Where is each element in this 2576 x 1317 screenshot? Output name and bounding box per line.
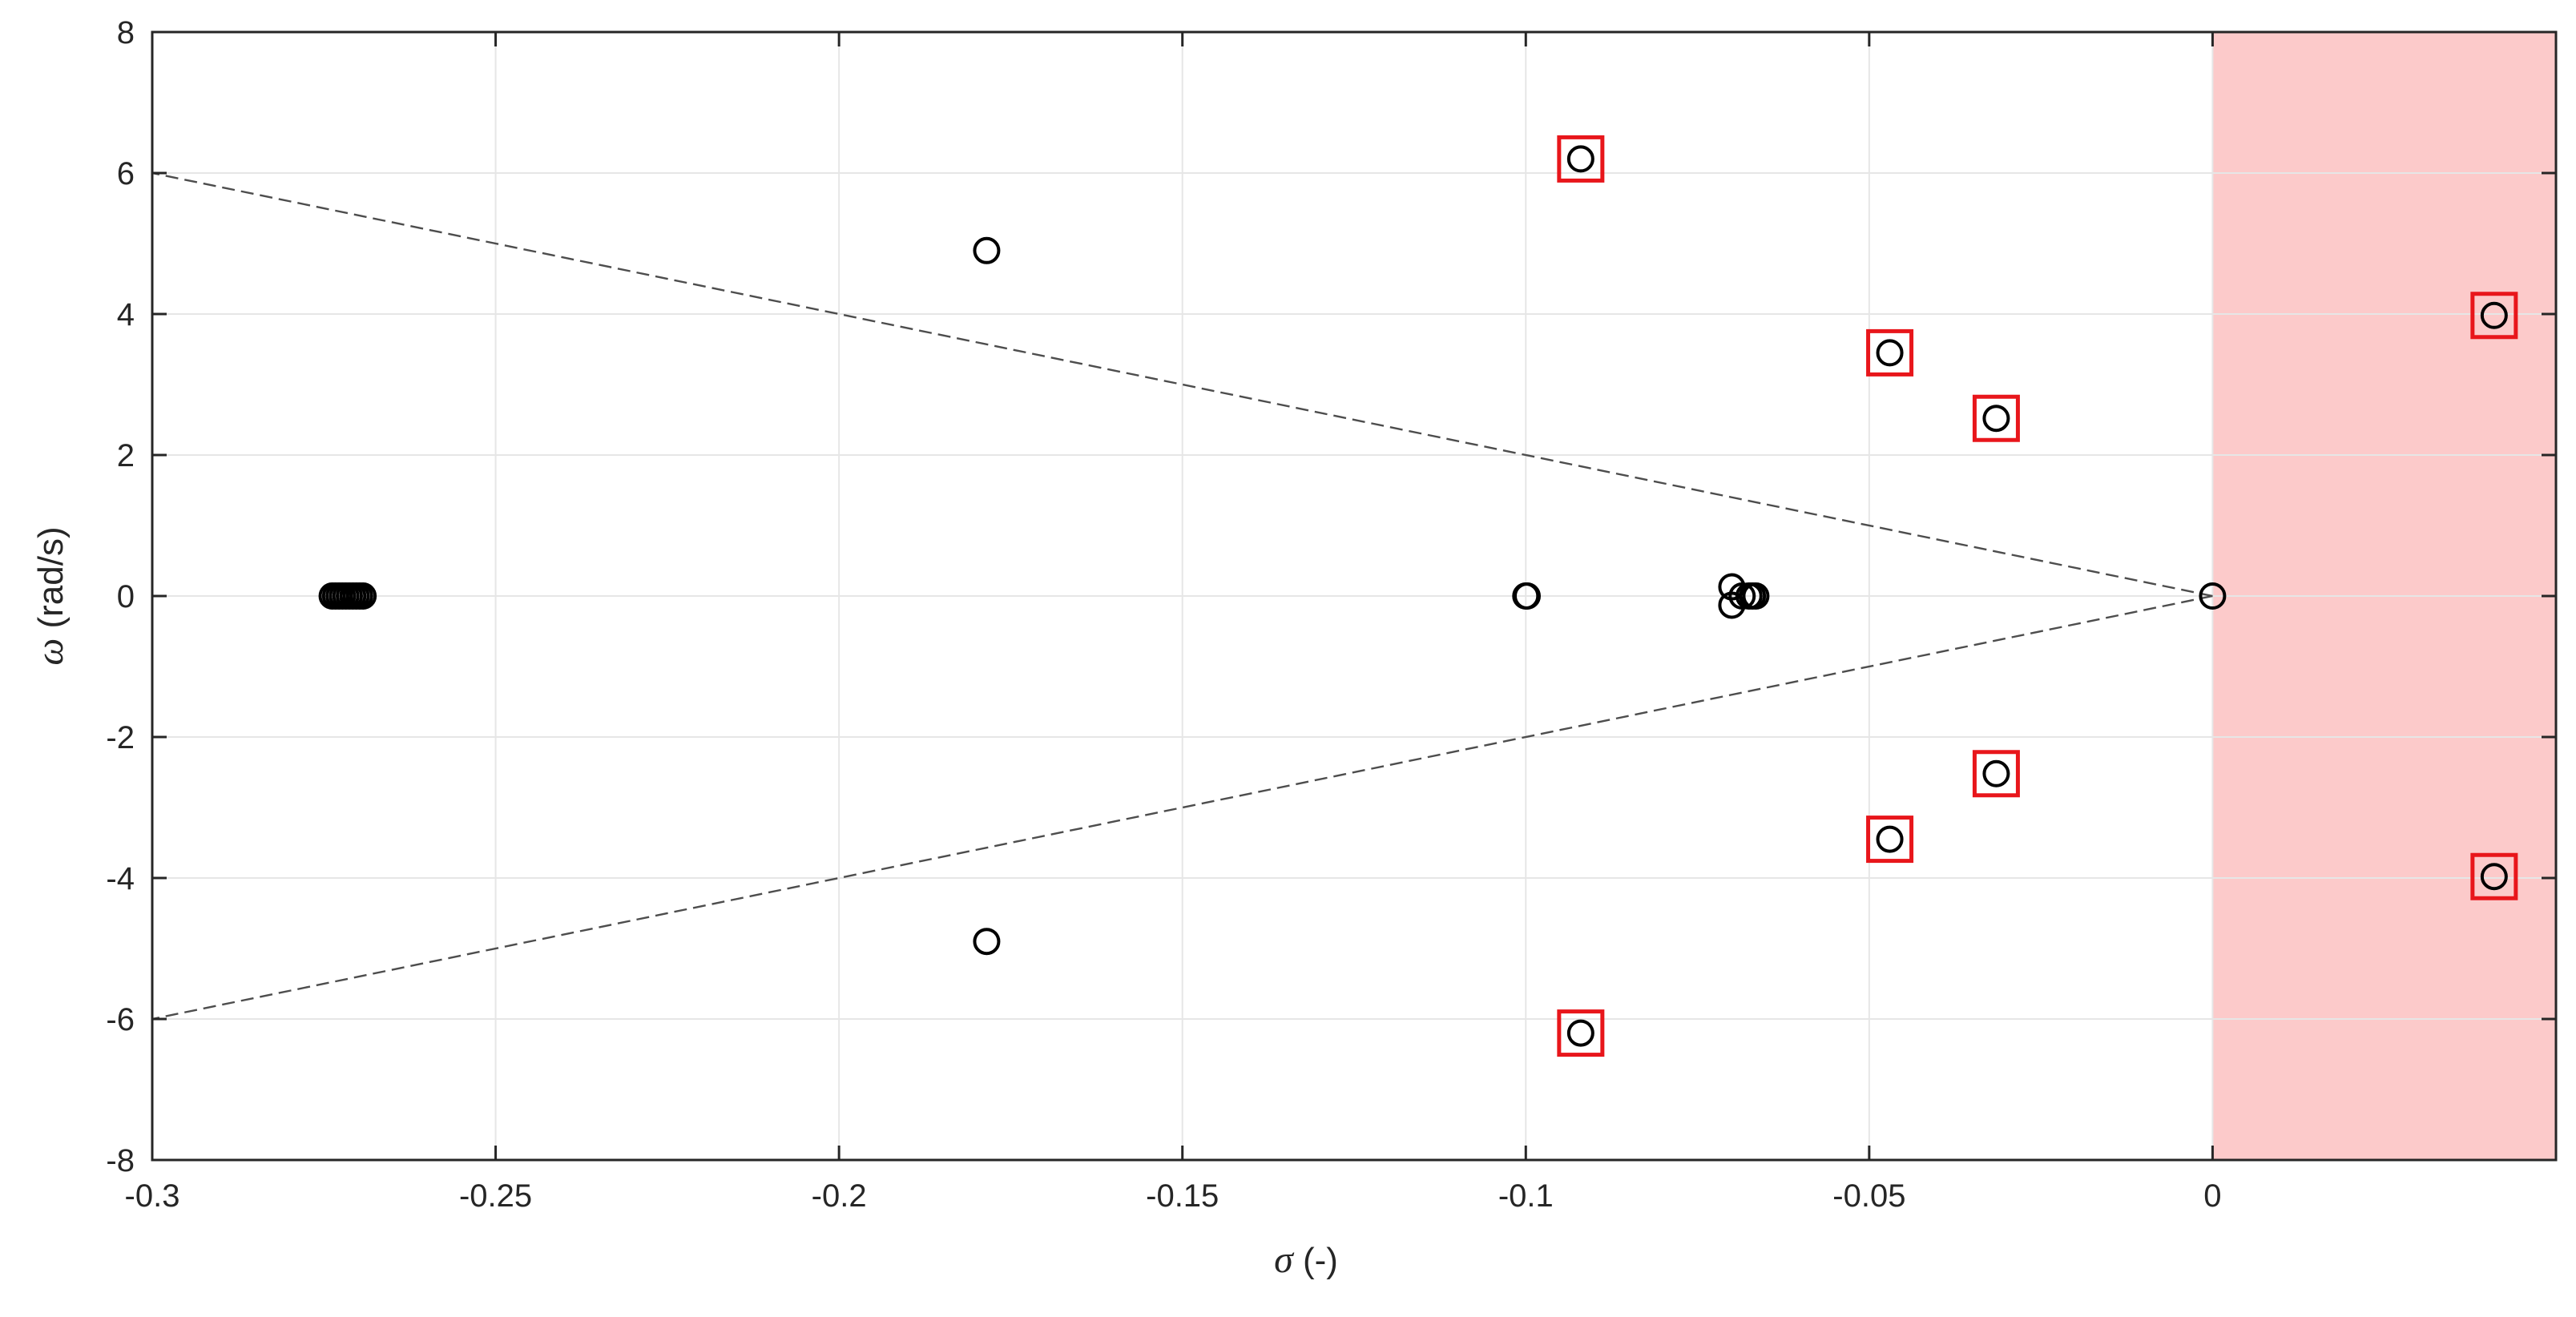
x-tick-label: -0.15 xyxy=(1146,1178,1219,1214)
x-tick-label: -0.1 xyxy=(1498,1178,1554,1214)
x-tick-label: -0.05 xyxy=(1832,1178,1905,1214)
highlight-box xyxy=(1557,1009,1605,1057)
x-tick-label: 0 xyxy=(2203,1178,2221,1214)
y-axis-label-unit: (rad/s) xyxy=(31,526,71,638)
highlight-box xyxy=(2470,292,2518,340)
y-tick-label: 2 xyxy=(117,438,135,473)
pole-marker xyxy=(1514,582,1541,610)
damping-line xyxy=(151,171,2213,598)
pole-marker xyxy=(1876,339,1904,367)
pole-marker xyxy=(1982,759,2010,787)
highlight-box xyxy=(1866,816,1914,864)
pole-marker xyxy=(1728,582,1756,610)
x-axis-label-unit: (-) xyxy=(1293,1241,1338,1280)
pole-marker xyxy=(1566,145,1594,173)
y-tick-label: -8 xyxy=(106,1143,135,1178)
y-tick-label: 4 xyxy=(117,297,135,332)
pole-markers xyxy=(318,145,2508,1047)
y-tick-label: 6 xyxy=(117,156,135,191)
pole-marker xyxy=(1742,582,1770,610)
highlight-box xyxy=(1557,135,1605,183)
highlight-box xyxy=(1866,328,1914,377)
x-axis-label-symbol: σ xyxy=(1274,1238,1295,1281)
y-axis-ticks: -8 -6 -4 -2 0 2 4 6 8 xyxy=(106,15,2556,1178)
pole-marker xyxy=(2199,582,2227,610)
x-tick-label: -0.25 xyxy=(459,1178,532,1214)
pole-marker xyxy=(973,928,1001,956)
highlight-boxes xyxy=(1557,135,2518,1057)
y-tick-label: 0 xyxy=(117,579,135,614)
x-tick-label: -0.3 xyxy=(125,1178,180,1214)
highlight-box xyxy=(2470,852,2518,900)
damping-line xyxy=(151,594,2213,1021)
damping-lines xyxy=(151,171,2213,1021)
pole-marker xyxy=(1876,825,1904,853)
y-tick-label: -6 xyxy=(106,1002,135,1037)
y-tick-label: -4 xyxy=(106,861,135,896)
pole-marker xyxy=(2480,301,2508,329)
x-axis-ticks: -0.3 -0.25 -0.2 -0.15 -0.1 -0.05 0 xyxy=(125,32,2222,1214)
pole-marker xyxy=(349,582,377,610)
pole-marker xyxy=(1982,405,2010,433)
y-tick-label: 8 xyxy=(117,15,135,50)
x-axis-label: σ (-) xyxy=(1274,1238,1338,1281)
y-axis-label: ω (rad/s) xyxy=(29,526,71,665)
y-axis-label-symbol: ω xyxy=(29,638,71,666)
pole-marker xyxy=(1566,1019,1594,1047)
highlight-box xyxy=(1972,394,2020,442)
pole-marker xyxy=(2480,863,2508,891)
x-tick-label: -0.2 xyxy=(812,1178,867,1214)
y-tick-label: -2 xyxy=(106,720,135,755)
highlight-box xyxy=(1972,750,2020,798)
pole-marker xyxy=(973,236,1001,264)
